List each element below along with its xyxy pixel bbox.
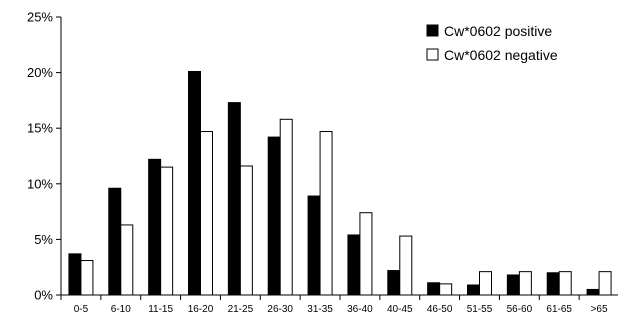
bar-negative bbox=[80, 260, 94, 296]
bar-positive bbox=[506, 274, 520, 296]
bar-negative bbox=[200, 131, 213, 296]
bar-positive bbox=[427, 282, 441, 296]
bar-negative bbox=[319, 131, 333, 296]
bar-negative bbox=[598, 271, 612, 296]
bar-positive bbox=[546, 272, 560, 296]
x-tick-label: 31-35 bbox=[307, 304, 333, 315]
x-tick-label: 21-25 bbox=[228, 304, 254, 315]
axis-labels: 0% 5% 10% 15% 20% 25% 0-5 6-10 11-15 16-20 21-25 26… bbox=[27, 10, 608, 316]
legend: Cw*0602 positive Cw*0602 negative bbox=[426, 23, 558, 63]
x-tick-label: 6-10 bbox=[111, 304, 131, 315]
bar-negative bbox=[439, 283, 453, 296]
y-tick-label: 20% bbox=[27, 65, 53, 80]
x-tick-label: 56-60 bbox=[507, 304, 533, 315]
x-tick-label: 26-30 bbox=[267, 304, 293, 315]
bar-negative bbox=[279, 118, 293, 296]
y-tick-label: 0% bbox=[34, 288, 53, 303]
legend-label-negative: Cw*0602 negative bbox=[444, 47, 558, 63]
bar-positive bbox=[586, 288, 600, 296]
bars bbox=[68, 70, 612, 296]
legend-swatch-negative bbox=[426, 48, 439, 61]
bar-positive bbox=[148, 158, 162, 296]
bar-positive bbox=[267, 136, 281, 296]
bar-positive bbox=[467, 284, 480, 296]
x-tick-label: >65 bbox=[591, 304, 608, 315]
bar-positive bbox=[387, 270, 401, 296]
bar-positive bbox=[108, 187, 122, 296]
legend-label-positive: Cw*0602 positive bbox=[444, 23, 552, 39]
bar-positive bbox=[188, 70, 201, 296]
x-tick-label: 36-40 bbox=[347, 304, 373, 315]
bar-negative bbox=[239, 165, 253, 296]
x-tick-label: 46-50 bbox=[427, 304, 453, 315]
bar-negative bbox=[399, 235, 413, 296]
x-tick-label: 11-15 bbox=[148, 304, 173, 315]
y-tick-label: 10% bbox=[27, 176, 53, 191]
x-tick-label: 16-20 bbox=[188, 304, 214, 315]
bar-positive bbox=[227, 102, 241, 296]
bar-negative bbox=[479, 271, 492, 296]
bar-positive bbox=[307, 195, 321, 296]
y-tick-label: 5% bbox=[34, 232, 53, 247]
bar-positive bbox=[347, 234, 361, 296]
y-tick-label: 15% bbox=[27, 121, 53, 136]
bar-negative bbox=[120, 224, 134, 296]
x-tick-label: 51-55 bbox=[467, 304, 493, 315]
x-tick-label: 0-5 bbox=[74, 304, 89, 315]
bar-negative bbox=[558, 271, 572, 296]
bar-negative bbox=[518, 271, 532, 296]
y-tick-label: 25% bbox=[27, 10, 53, 25]
bar-negative bbox=[160, 166, 174, 296]
x-tick-label: 61-65 bbox=[546, 304, 572, 315]
legend-swatch-positive bbox=[426, 24, 439, 37]
bar-positive bbox=[68, 253, 82, 296]
x-tick-label: 40-45 bbox=[387, 304, 413, 315]
bar-negative bbox=[359, 212, 373, 296]
